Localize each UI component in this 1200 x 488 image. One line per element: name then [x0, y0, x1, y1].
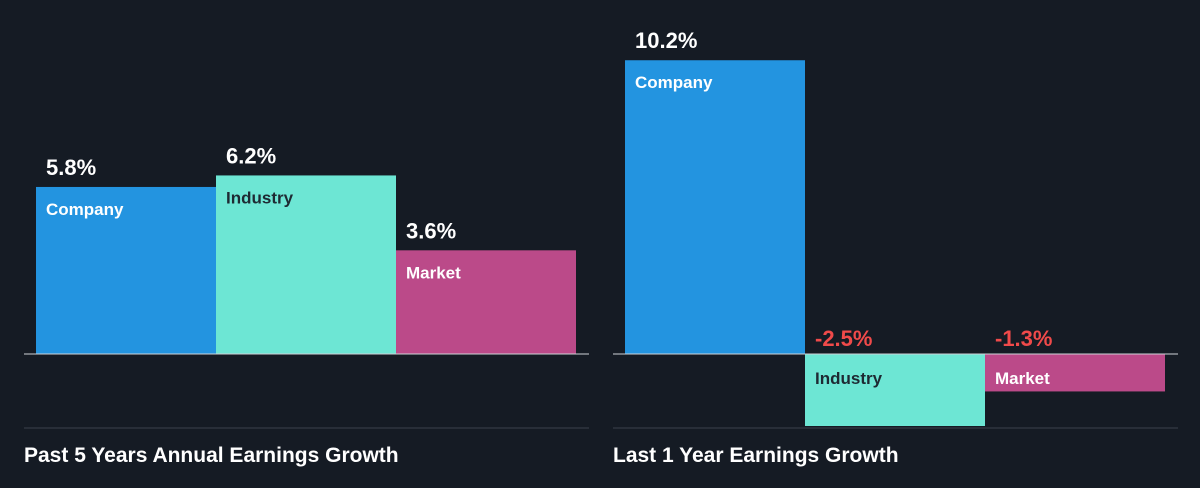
category-label-company: Company [635, 73, 713, 92]
bar-industry [216, 175, 396, 354]
category-label-industry: Industry [226, 188, 294, 207]
bar-market [396, 250, 576, 354]
bar-industry [805, 354, 985, 426]
bar-company [625, 60, 805, 355]
value-label-industry: 6.2% [226, 143, 276, 168]
value-label-market: 3.6% [406, 218, 456, 243]
category-label-market: Market [995, 369, 1050, 388]
value-label-company: 10.2% [635, 28, 697, 53]
bar-market [985, 354, 1165, 392]
value-label-market: -1.3% [995, 326, 1052, 351]
category-label-market: Market [406, 263, 461, 282]
last-1-year-chart: 10.2% Company -2.5% Industry -1.3% Market [613, 28, 1178, 429]
bar-company [36, 186, 216, 354]
chart-title-last-1-year: Last 1 Year Earnings Growth [613, 444, 899, 467]
value-label-industry: -2.5% [815, 326, 872, 351]
past-5-years-chart: 5.8% Company 6.2% Industry 3.6% Market [24, 143, 589, 429]
value-label-company: 5.8% [46, 155, 96, 180]
category-label-company: Company [46, 200, 124, 219]
chart-title-past-5-years: Past 5 Years Annual Earnings Growth [24, 444, 399, 467]
category-label-industry: Industry [815, 369, 883, 388]
